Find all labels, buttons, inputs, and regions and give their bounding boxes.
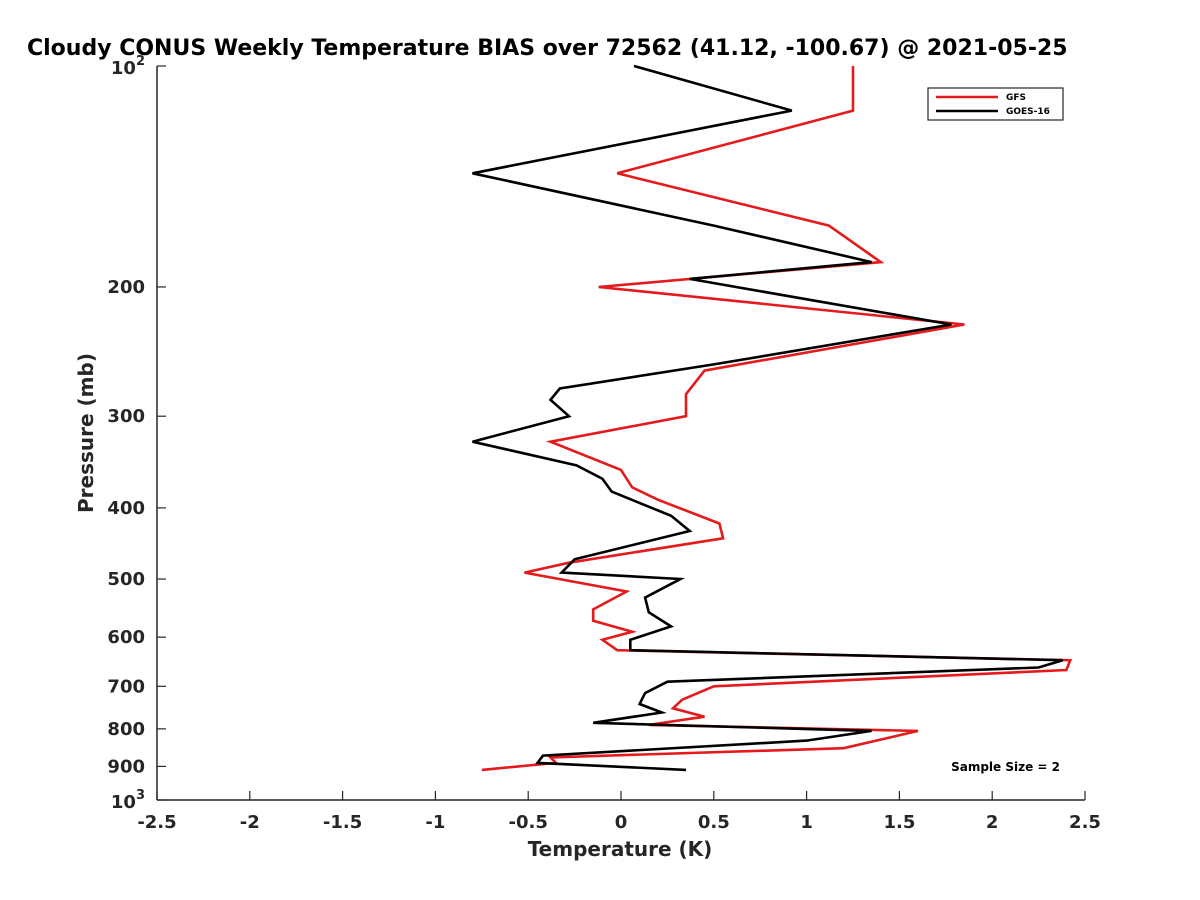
x-tick-label: 1.5 xyxy=(883,812,915,833)
x-axis-ticks: -2.5 -2 -1.5 -1 -0.5 0 0.5 1 1.5 2 2.5 xyxy=(137,791,1101,833)
x-tick-label: 0 xyxy=(615,812,628,833)
y-axis-label: Pressure (mb) xyxy=(74,353,98,513)
axes xyxy=(156,66,1085,801)
tick-exponent: 3 xyxy=(136,788,145,803)
tick-base: 10 xyxy=(111,58,136,79)
y-tick-label: 500 xyxy=(107,569,145,590)
tick-base: 10 xyxy=(111,792,136,813)
legend-label: GFS xyxy=(1006,93,1026,103)
series-line-goes-16 xyxy=(472,64,1064,772)
y-tick-label: 600 xyxy=(107,627,145,648)
plot-area xyxy=(472,64,1073,772)
y-tick-label: 102 xyxy=(111,54,145,79)
series-line-gfs xyxy=(481,66,1073,772)
x-tick-label: -2.5 xyxy=(137,812,176,833)
y-tick-label: 700 xyxy=(107,676,145,697)
y-tick-label: 300 xyxy=(107,406,145,427)
x-axis-label: Temperature (K) xyxy=(528,837,713,861)
tick-exponent: 2 xyxy=(136,54,145,69)
legend-box xyxy=(927,87,1064,121)
x-tick-label: 0.5 xyxy=(698,812,730,833)
x-tick-label: 2.5 xyxy=(1069,812,1101,833)
x-tick-label: -1 xyxy=(425,812,445,833)
y-tick-label: 400 xyxy=(107,498,145,519)
y-tick-label: 200 xyxy=(107,277,145,298)
x-tick-label: -2 xyxy=(240,812,260,833)
x-tick-label: -1.5 xyxy=(323,812,362,833)
y-tick-label: 900 xyxy=(107,756,145,777)
x-tick-label: 2 xyxy=(986,812,999,833)
x-tick-label: 1 xyxy=(800,812,813,833)
sample-size-annotation: Sample Size = 2 xyxy=(951,760,1060,774)
y-tick-label: 103 xyxy=(111,788,145,813)
legend: GFS GOES-16 xyxy=(927,87,1064,121)
chart-title: Cloudy CONUS Weekly Temperature BIAS ove… xyxy=(27,36,1068,61)
legend-label: GOES-16 xyxy=(1006,107,1050,117)
x-tick-label: -0.5 xyxy=(509,812,548,833)
y-tick-label: 800 xyxy=(107,719,145,740)
